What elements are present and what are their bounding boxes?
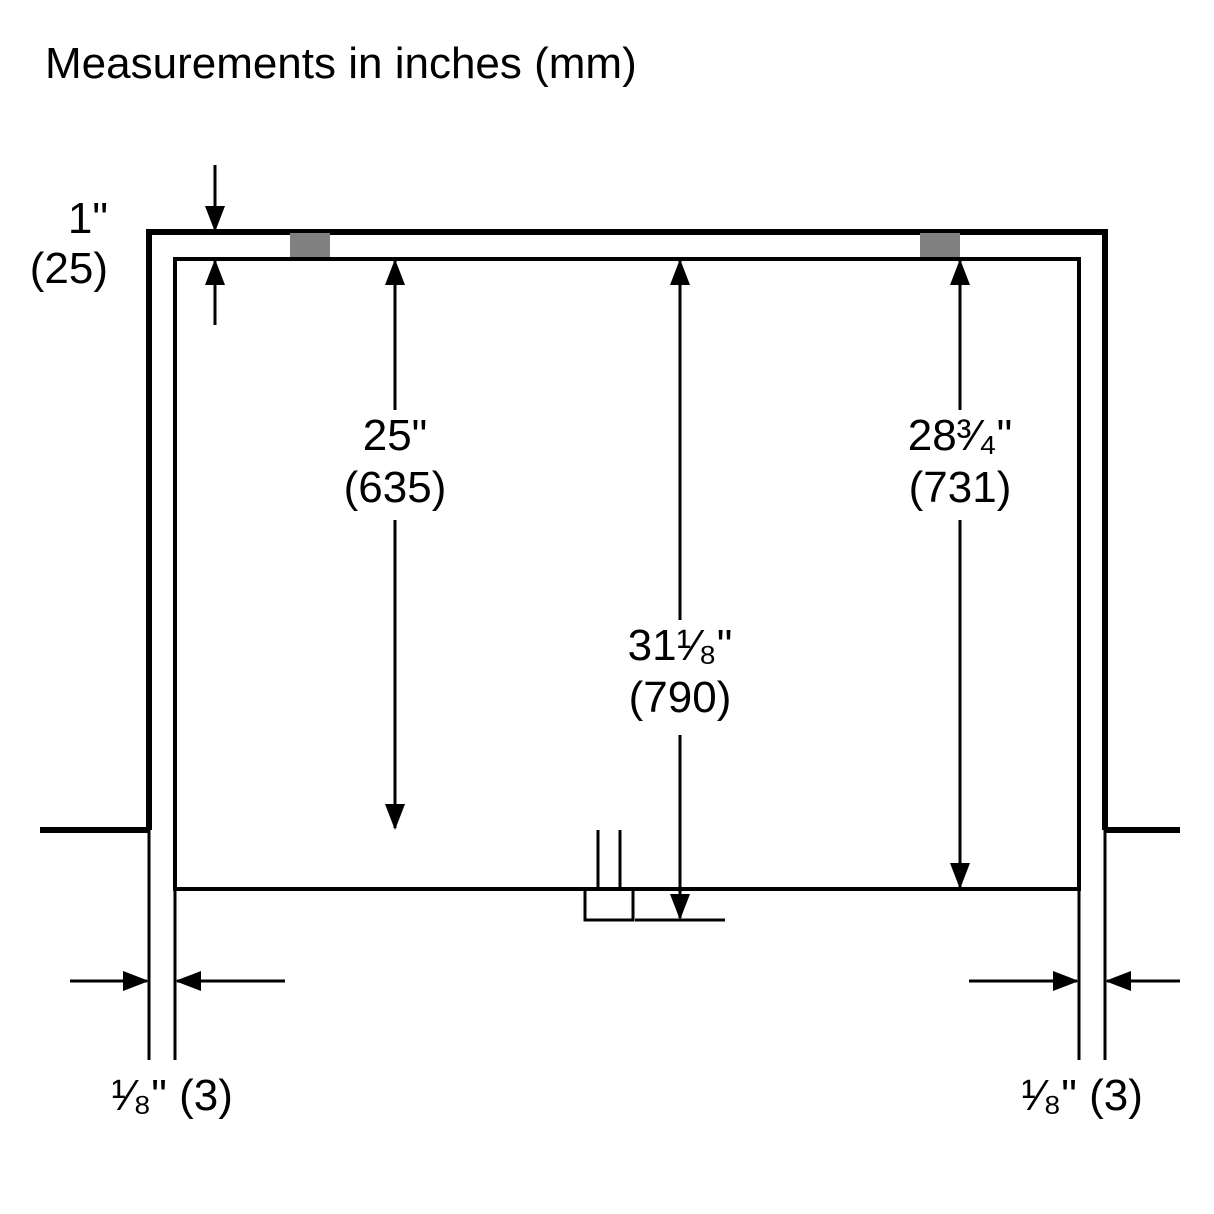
bracket-left bbox=[290, 233, 330, 258]
bracket-right bbox=[920, 233, 960, 258]
diagram-title: Measurements in inches (mm) bbox=[45, 39, 637, 88]
outer-frame bbox=[149, 232, 1105, 830]
dim-28-inch: 28³⁄₄" bbox=[908, 411, 1013, 460]
dim-25-mm: (635) bbox=[344, 463, 447, 512]
appliance-body bbox=[175, 259, 1079, 889]
dim-gap-right: ¹⁄₈" (3) bbox=[1021, 1071, 1143, 1120]
dim-top-mm: (25) bbox=[30, 244, 108, 293]
dim-31-inch: 31¹⁄₈" bbox=[628, 621, 733, 670]
dim-gap-left: ¹⁄₈" (3) bbox=[111, 1071, 233, 1120]
dim-28-mm: (731) bbox=[909, 463, 1012, 512]
drain-box bbox=[585, 889, 633, 920]
dim-25-inch: 25" bbox=[363, 411, 428, 460]
dim-31-mm: (790) bbox=[629, 673, 732, 722]
dim-top-inch: 1" bbox=[68, 194, 108, 243]
